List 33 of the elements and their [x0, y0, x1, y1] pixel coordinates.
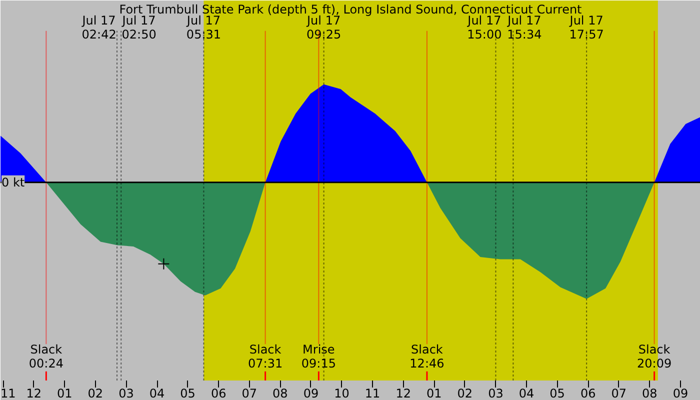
ref-line-label: Slack 12:46	[410, 342, 444, 370]
x-tick-label: 09	[303, 386, 319, 400]
x-tick-label: 06	[580, 386, 596, 400]
x-tick-label: 04	[518, 386, 534, 400]
ref-line-label: 0 kt	[2, 175, 25, 190]
ref-line-label: Jul 17 15:00	[466, 14, 502, 42]
ref-line-label: Jul 17 02:50	[121, 14, 156, 42]
x-tick-label: 03	[488, 386, 504, 400]
ref-line-label: Jul 17 02:42	[81, 14, 116, 42]
ref-line-label: Mrise 09:15	[301, 342, 336, 370]
x-tick-label: 02	[457, 386, 473, 400]
x-tick-label: 12	[396, 386, 412, 400]
x-tick-label: 07	[242, 386, 258, 400]
x-tick-label: 05	[550, 386, 565, 400]
ref-line-label: Slack 07:31	[248, 342, 283, 370]
x-tick-label: 07	[611, 386, 627, 400]
x-tick-label: 08	[642, 386, 658, 400]
ref-line-label: Jul 17 15:34	[506, 14, 542, 42]
ref-line-label: Jul 17 17:57	[568, 14, 604, 42]
x-tick-label: 11	[0, 386, 16, 400]
x-tick-label: 06	[210, 386, 226, 400]
x-tick-label: 01	[57, 386, 72, 400]
x-tick-label: 08	[272, 386, 288, 400]
x-tick-label: 12	[26, 386, 42, 400]
x-tick-label: 03	[118, 386, 134, 400]
x-tick-label: 02	[88, 386, 104, 400]
x-tick-label: 10	[334, 386, 350, 400]
ref-line-label: Slack 00:24	[28, 342, 64, 370]
x-tick-label: 09	[672, 386, 688, 400]
x-tick-label: 04	[149, 386, 165, 400]
x-tick-label: 01	[426, 386, 442, 400]
x-tick-label: 05	[180, 386, 196, 400]
x-tick-label: 11	[364, 386, 380, 400]
